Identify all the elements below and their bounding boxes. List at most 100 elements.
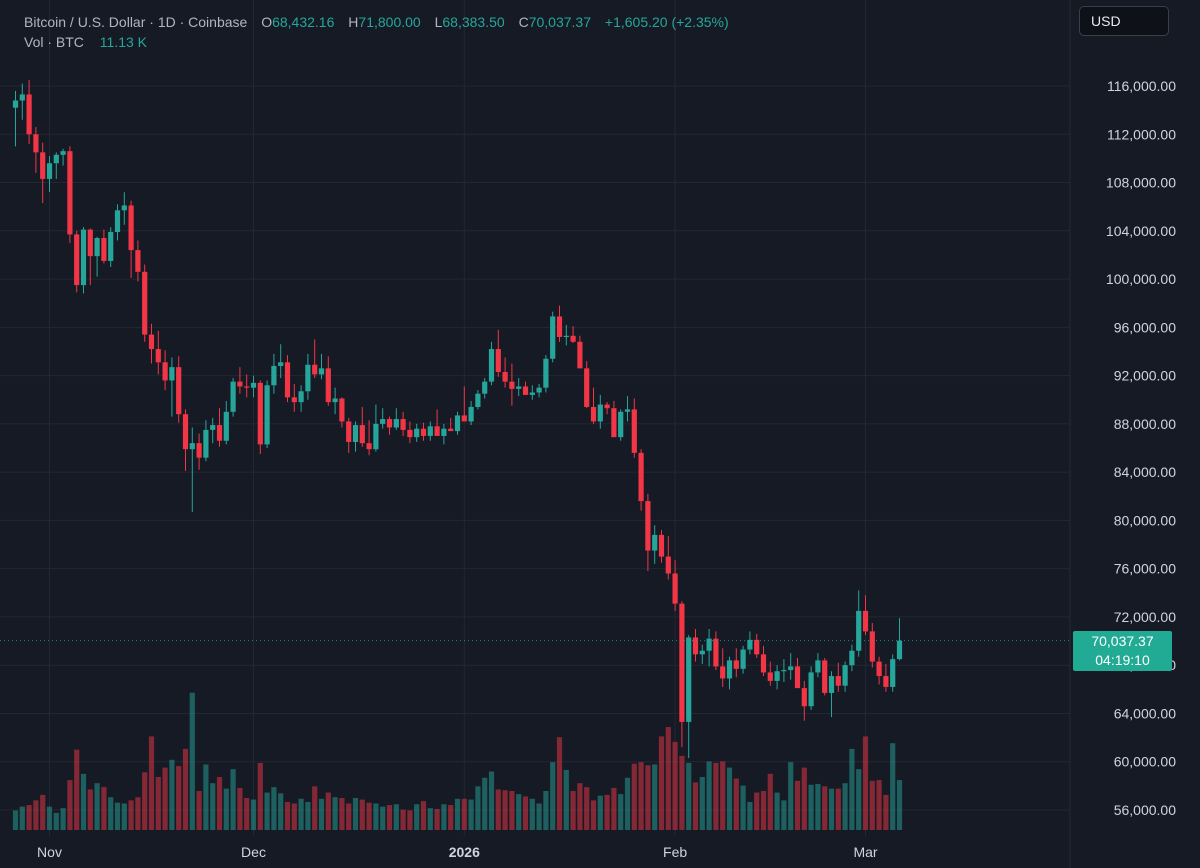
volume-bar [856,769,862,830]
volume-bar [210,783,216,830]
volume-bar [346,803,352,830]
currency-button[interactable]: USD [1079,6,1169,36]
candle-body [890,659,896,687]
volume-bar [706,761,712,830]
volume-bar [420,801,427,830]
volume-bar [781,800,787,830]
volume-bar [216,776,223,830]
volume-bar [509,791,515,830]
candle-body [407,429,413,438]
volume-bar [890,743,896,830]
legend-line-volume: Vol · BTC 11.13 K [24,32,729,52]
candle-body [142,271,148,335]
candle-body [536,387,542,393]
volume-bar [135,797,141,830]
candle-body [883,676,889,687]
candle-body [203,429,209,458]
volume-bar [686,762,692,830]
volume-bar [842,783,848,830]
candle-body [94,238,100,257]
candle-body [12,100,19,108]
legend-line-price: Bitcoin / U.S. Dollar · 1D · Coinbase O6… [24,12,729,32]
volume-bar [631,763,637,830]
candle-body [53,154,59,164]
candle-body [692,637,699,655]
candle-body [590,406,597,422]
volume-bar [550,762,556,830]
volume-bar [339,798,345,830]
volume-bar [652,764,658,830]
candle-body [529,392,535,395]
y-axis-tick-label: 64,000.00 [1114,705,1176,721]
volume-bar [237,787,243,830]
candle-body [196,443,202,458]
volume-bar [822,786,828,830]
y-axis-tick-label: 84,000.00 [1114,464,1176,480]
volume-bar [869,780,875,830]
candle-body [822,660,828,693]
volume-bar [305,801,311,830]
volume-bar [250,799,257,830]
candle-body [366,443,372,450]
candle-body [359,425,365,444]
candle-body [352,425,359,442]
candle-body [19,94,25,101]
candle-body [482,381,488,394]
volume-bar [645,765,651,830]
candle-body [271,365,277,386]
volume-bar [502,790,508,830]
candle-body [284,362,291,398]
candle-body [420,428,427,436]
candle-body [305,364,311,392]
low-label: L [434,14,443,30]
volume-bar [352,798,359,830]
volume-bar [312,786,318,830]
candle-body [556,316,563,337]
volume-bar [475,786,481,830]
volume-bar [482,777,488,830]
candle-body [563,335,569,337]
candle-body [699,650,705,655]
candle-body [386,419,393,428]
candle-body [87,229,93,257]
volume-bar [196,791,202,830]
volume-bar [801,767,807,830]
volume-bar [828,788,835,830]
candle-body [468,406,474,422]
candle-body [162,362,168,381]
volume-bar [883,794,889,830]
candle-body [40,152,46,179]
volume-bar [176,766,182,830]
volume-bar [80,773,87,830]
volume-bar [618,794,624,830]
candle-body [502,371,508,382]
volume-bar [332,797,338,830]
candle-body [67,151,73,235]
candle-body [679,603,685,722]
x-axis-tick-label: Dec [241,844,266,860]
volume-bar [590,800,597,830]
candle-body [373,423,379,450]
volume-bar [713,762,719,830]
candle-body [26,94,32,135]
candle-body [645,501,651,551]
volume-bar [264,792,270,830]
volume-bar [740,785,746,830]
volume-bar [468,799,474,830]
candle-body [577,341,583,369]
candle-body [325,368,331,403]
volume-bar [672,741,678,830]
volume-bar [543,791,549,830]
bar-countdown: 04:19:10 [1095,652,1150,668]
volume-bar [624,777,631,830]
candle-body [210,425,216,430]
candle-body [278,362,284,366]
candle-body [114,210,121,233]
volume-bar [87,789,93,830]
candle-body [101,238,107,261]
volume-bar [318,798,325,830]
candle-body [155,349,161,363]
candle-body [686,637,692,722]
volume-bar [896,780,903,830]
